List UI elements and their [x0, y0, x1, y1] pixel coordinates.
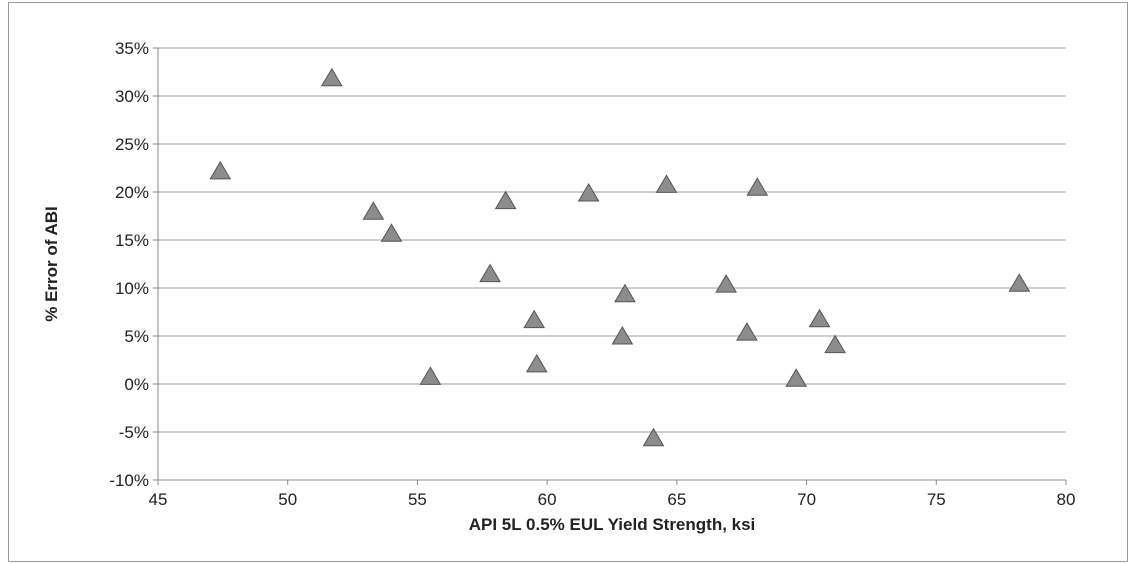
data-point: [736, 322, 758, 341]
data-point: [525, 353, 548, 373]
y-axis-title: % Error of ABI: [42, 206, 61, 322]
x-tick-labels: 45 50 55 60 65 70 75 80: [149, 490, 1076, 509]
data-point: [419, 366, 442, 385]
x-tick-label: 50: [278, 490, 297, 509]
y-tick-label: 35%: [115, 39, 149, 58]
y-tick-label: -5%: [119, 423, 149, 442]
x-tick-label: 55: [408, 490, 427, 509]
x-tick-label: 75: [927, 490, 946, 509]
gridlines: [158, 47, 1066, 433]
data-point: [320, 67, 343, 87]
data-point: [479, 263, 501, 283]
chart-frame: 35% 30% 25% 20% 15% 10% 5% 0% -5% -10% 45 50 55 60 65…: [8, 2, 1128, 562]
data-point: [824, 334, 846, 354]
data-point: [655, 174, 678, 193]
x-tick-label: 80: [1057, 490, 1076, 509]
y-tick-label: -10%: [109, 471, 149, 490]
data-point: [785, 368, 808, 387]
data-point: [494, 190, 517, 210]
x-tick-label: 60: [538, 490, 557, 509]
data-point: [1008, 273, 1031, 292]
y-tick-label: 30%: [115, 87, 149, 106]
data-point: [715, 274, 738, 293]
y-tick-label: 5%: [124, 327, 149, 346]
data-point: [746, 177, 769, 196]
data-point: [614, 283, 636, 303]
y-tick-label: 20%: [115, 183, 149, 202]
x-tick-label: 45: [149, 490, 168, 509]
axes: [153, 47, 1067, 485]
y-tick-label: 0%: [124, 375, 149, 394]
y-tick-labels: 35% 30% 25% 20% 15% 10% 5% 0% -5% -10%: [109, 39, 149, 490]
data-point: [523, 309, 546, 329]
y-tick-label: 10%: [115, 279, 149, 298]
data-point: [642, 427, 665, 447]
data-point: [380, 223, 403, 242]
data-point: [611, 326, 634, 345]
data-point: [362, 201, 385, 220]
x-axis-title: API 5L 0.5% EUL Yield Strength, ksi: [469, 515, 756, 534]
x-tick-label: 70: [797, 490, 816, 509]
data-point: [577, 182, 600, 202]
x-tick-label: 65: [667, 490, 686, 509]
y-tick-label: 15%: [115, 231, 149, 250]
data-point: [808, 308, 831, 328]
data-point: [209, 160, 232, 180]
scatter-chart: 35% 30% 25% 20% 15% 10% 5% 0% -5% -10% 45 50 55 60 65…: [42, 39, 1076, 534]
y-tick-label: 25%: [115, 135, 149, 154]
data-points: [209, 67, 1031, 447]
